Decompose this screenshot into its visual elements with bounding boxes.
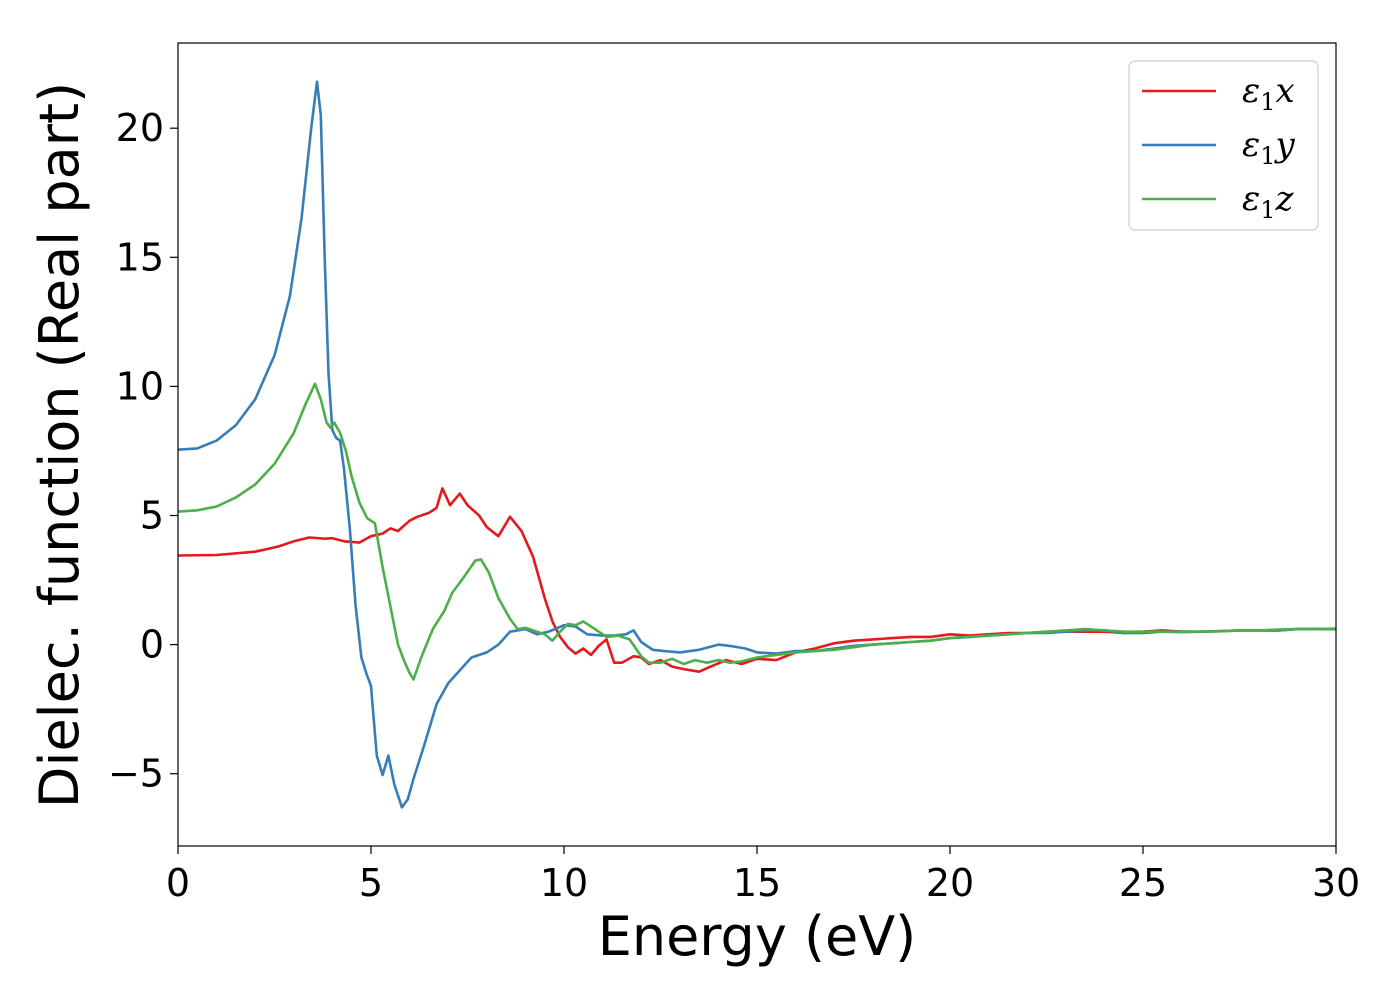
y-tick-label: 15 — [116, 235, 164, 279]
legend-box — [1128, 60, 1319, 231]
legend-label-x: ε1x — [1242, 71, 1295, 116]
y-tick-label: 20 — [116, 106, 164, 150]
series-line-x — [177, 487, 1336, 673]
series-lines — [177, 80, 1337, 809]
y-tick-label: −5 — [108, 752, 164, 796]
x-tick-label: 5 — [359, 861, 383, 905]
x-tick-label: 30 — [1312, 861, 1360, 905]
y-tick-label: 10 — [116, 364, 164, 408]
x-tick-label: 25 — [1119, 861, 1167, 905]
x-axis: 0 5 10 15 20 25 30 — [166, 846, 1360, 905]
legend: ε1x ε1y ε1z — [1128, 60, 1319, 231]
x-tick-label: 10 — [540, 861, 588, 905]
series-line-z — [177, 382, 1337, 681]
legend-label-z: ε1z — [1242, 179, 1295, 224]
x-tick-label: 0 — [166, 861, 190, 905]
x-axis-title: Energy (eV) — [598, 905, 917, 968]
legend-label-y: ε1y — [1242, 125, 1296, 170]
x-tick-label: 15 — [733, 861, 781, 905]
y-axis-title: Dielec. function (Real part) — [28, 82, 91, 808]
y-axis: −5 0 5 10 15 20 — [108, 106, 178, 796]
y-tick-label: 0 — [140, 623, 164, 667]
x-tick-label: 20 — [926, 861, 974, 905]
y-tick-label: 5 — [140, 494, 164, 538]
